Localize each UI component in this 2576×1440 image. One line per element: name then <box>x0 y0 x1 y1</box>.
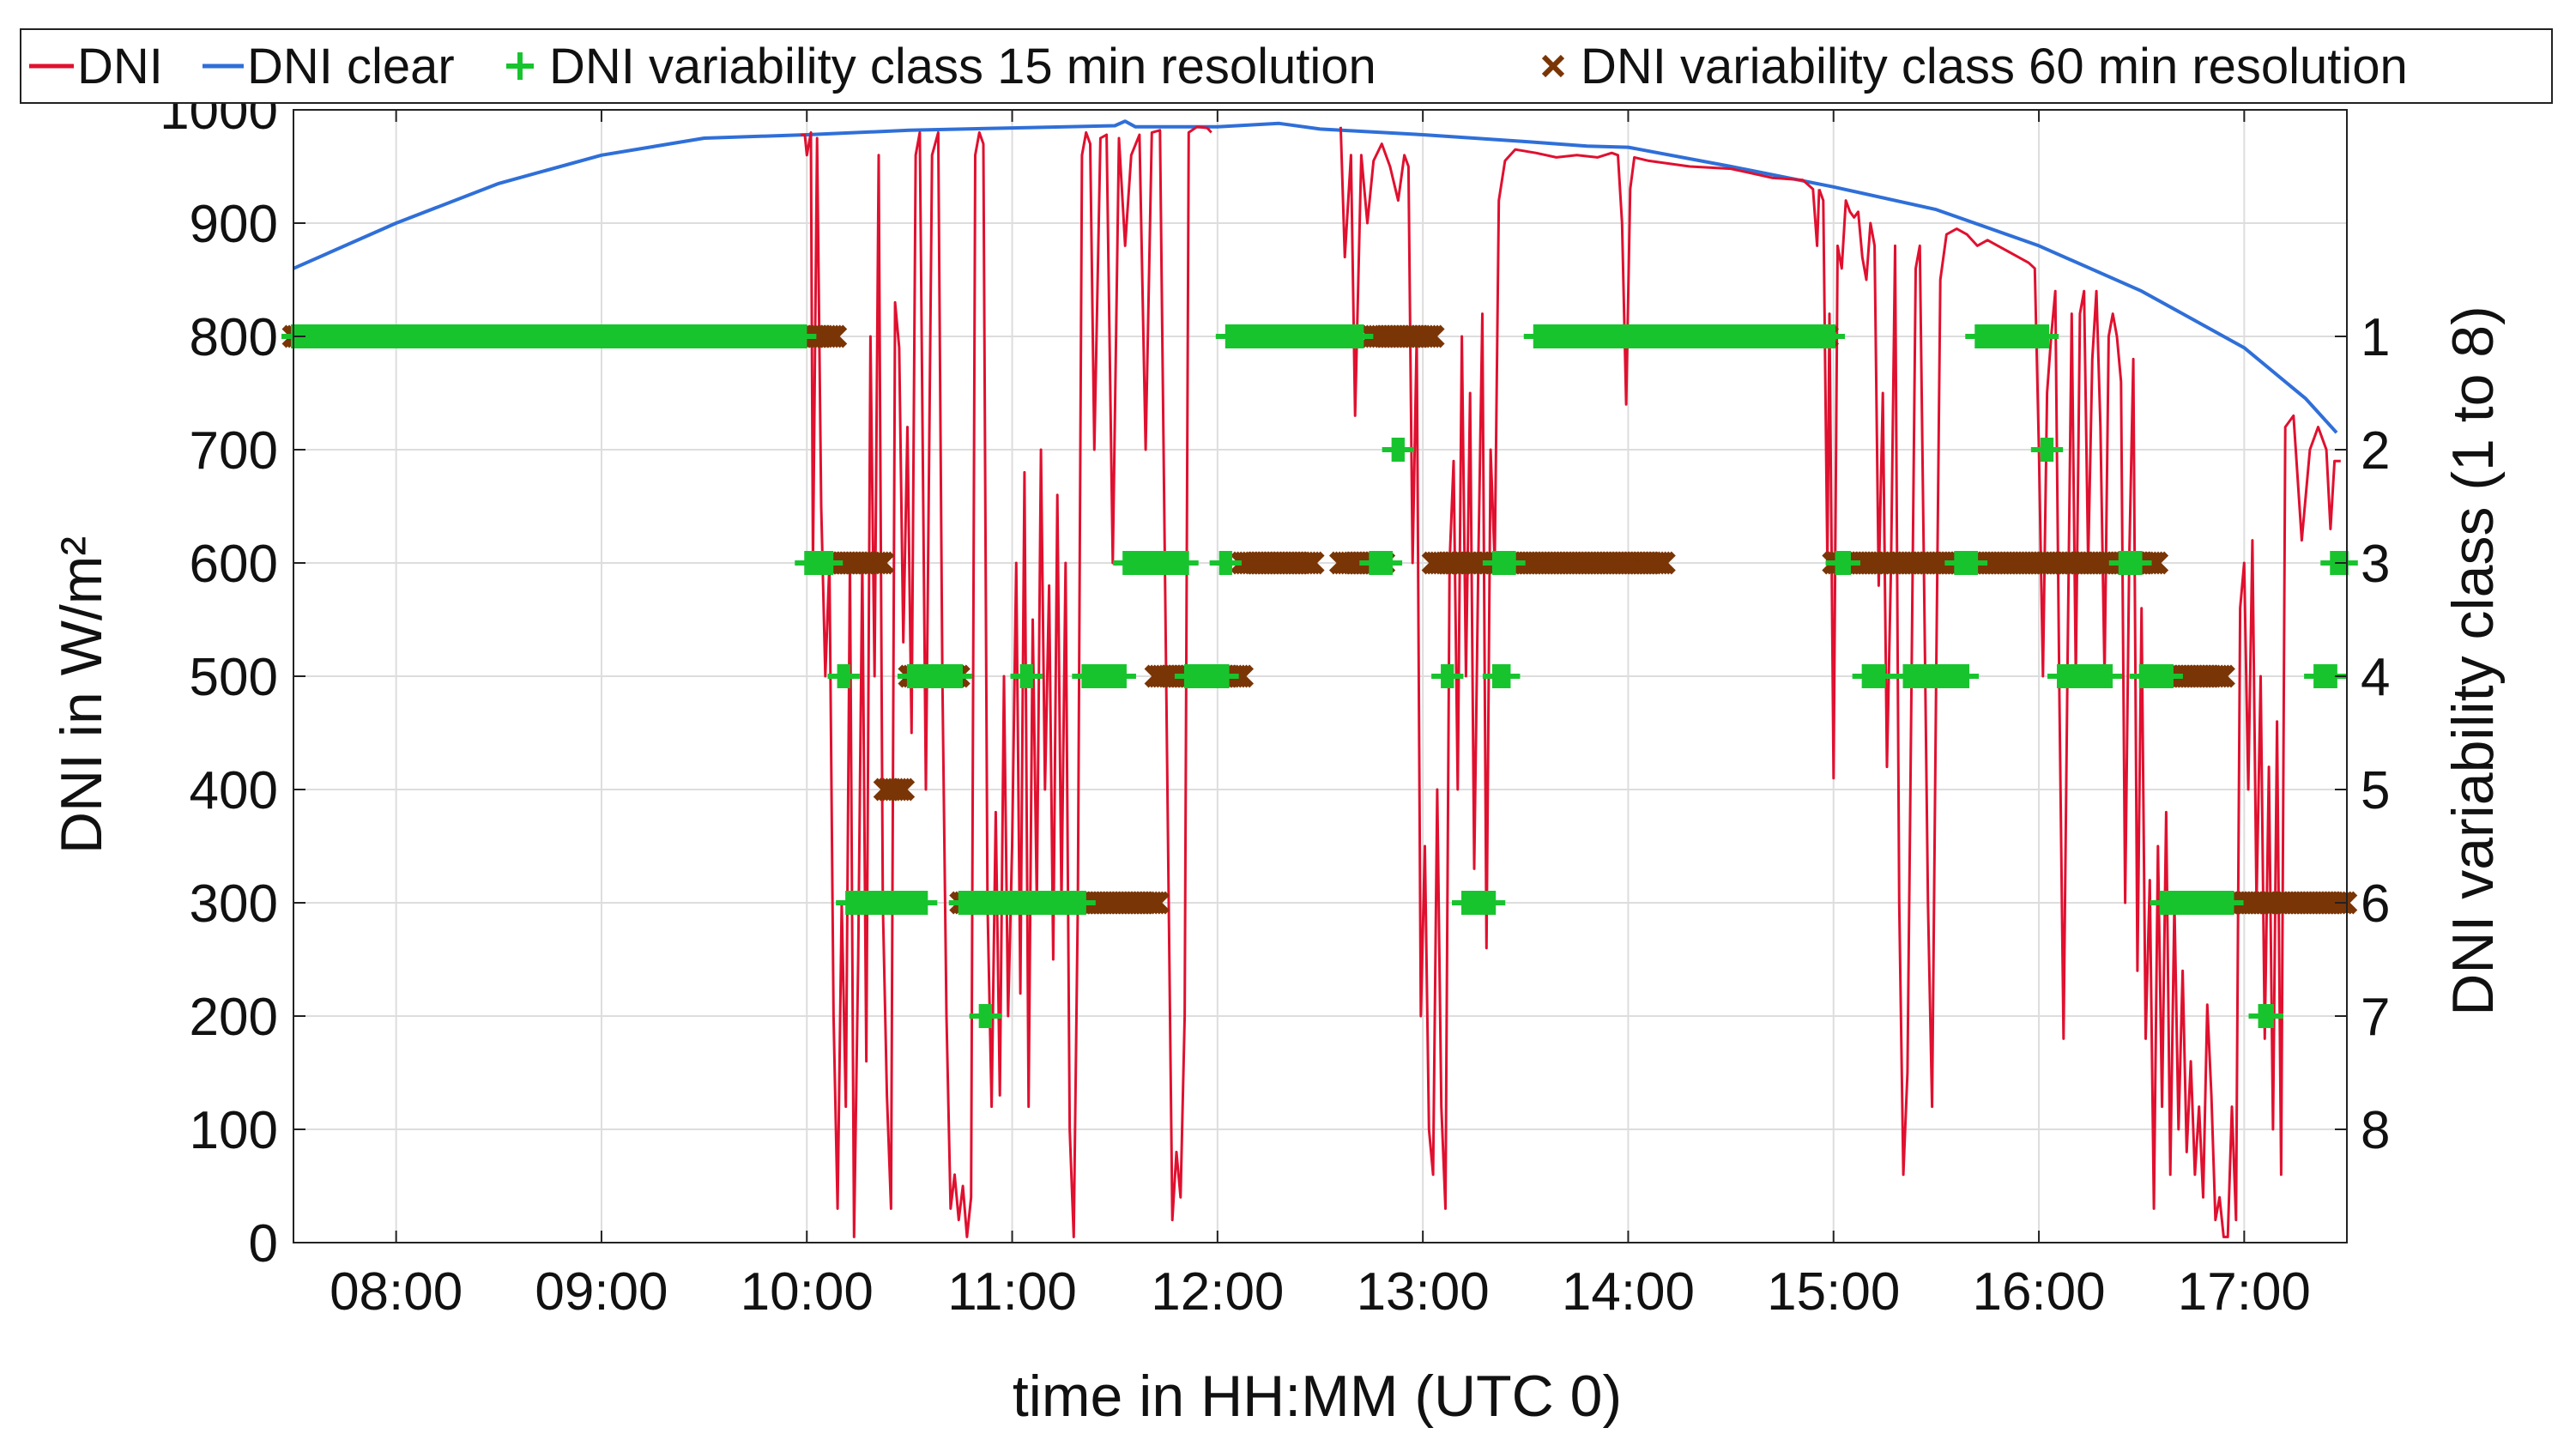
x-tick-label: 17:00 <box>2178 1262 2311 1322</box>
y-tick-label: 200 <box>190 988 278 1047</box>
x-tick-label: 09:00 <box>535 1262 668 1322</box>
class-60min-stroke <box>1301 551 1325 575</box>
class-15min-marker <box>1349 324 1374 348</box>
class-60min-marker <box>2145 551 2169 575</box>
y-axis-title-left: DNI in W/m² <box>49 536 114 854</box>
y-tick-label: 400 <box>190 761 278 820</box>
legend-dni-label: DNI <box>77 39 163 94</box>
class-15min-marker <box>2158 664 2183 688</box>
dni-line <box>1817 188 2341 1238</box>
x-tick-label: 08:00 <box>330 1262 463 1322</box>
class-15min-marker <box>1214 664 1239 688</box>
class-15min-marker <box>819 551 844 575</box>
class-60min-stroke <box>2211 664 2235 688</box>
class-15min-marker <box>1871 664 1896 688</box>
class-15min-marker <box>835 664 860 688</box>
x-ticks: 08:00 09:00 10:00 11:00 12:00 13:00 14:00 15:00… <box>330 110 2311 1322</box>
legend-60min-label: DNI variability class 60 min resolution <box>1581 39 2408 94</box>
dni-clear-line <box>293 119 2338 434</box>
class-15min-marker <box>1481 891 1506 915</box>
y-axis-title-right: DNI variability class (1 to 8) <box>2440 306 2506 1016</box>
class-15min-marker <box>2039 438 2064 462</box>
class-15min-marker <box>1963 551 1988 575</box>
class-60min-stroke <box>2145 551 2169 575</box>
class-15min-marker <box>2259 1004 2283 1028</box>
x-tick-label: 12:00 <box>1151 1262 1284 1322</box>
class-15min-marker <box>2098 664 2123 688</box>
y-ticks-right: 1 2 3 4 5 6 7 8 <box>2335 308 2390 1160</box>
x-tick-label: 16:00 <box>1972 1262 2105 1322</box>
x-tick-label: 11:00 <box>947 1262 1077 1322</box>
class-60min-stroke <box>1421 324 1445 348</box>
class-60min-stroke <box>824 324 848 348</box>
class-60min-marker <box>1301 551 1325 575</box>
class-15min-marker <box>1501 551 1526 575</box>
legend: DNI DNI clear DNI variability class 15 m… <box>20 28 2553 104</box>
class-60min-marker <box>1146 891 1170 915</box>
class-60min-marker <box>892 777 916 802</box>
legend-15min-marker <box>506 52 534 80</box>
class-15min-marker <box>1439 664 1464 688</box>
dni-clear-series <box>293 119 2338 434</box>
class-15min-marker <box>1174 551 1199 575</box>
class-15min-marker <box>948 664 973 688</box>
class-15min-marker <box>1835 551 1860 575</box>
right-tick-label: 4 <box>2361 648 2390 707</box>
right-tick-label: 2 <box>2361 421 2390 481</box>
y-tick-label: 800 <box>190 308 278 367</box>
right-tick-label: 3 <box>2361 535 2390 594</box>
class-60min-marker <box>2211 664 2235 688</box>
class-15min-marker <box>977 1004 1001 1028</box>
right-tick-label: 7 <box>2361 988 2390 1047</box>
right-tick-label: 6 <box>2361 874 2390 934</box>
legend-box <box>20 28 2553 104</box>
class-15min-marker <box>1389 438 1414 462</box>
y-tick-label: 0 <box>249 1214 278 1274</box>
class-60min-stroke <box>1231 664 1255 688</box>
class-60min-marker <box>871 551 895 575</box>
class-15min-marker <box>2035 324 2059 348</box>
class-60min-stroke <box>1146 891 1170 915</box>
right-tick-label: 8 <box>2361 1101 2390 1160</box>
class-60min-stroke <box>892 777 916 802</box>
legend-15min-label: DNI variability class 15 min resolution <box>549 39 1376 94</box>
x-tick-label: 13:00 <box>1357 1262 1490 1322</box>
class-15min-marker <box>913 891 938 915</box>
y-tick-label: 900 <box>190 195 278 254</box>
y-tick-label: 100 <box>190 1101 278 1160</box>
x-tick-label: 15:00 <box>1767 1262 1900 1322</box>
class-15min-marker <box>1378 551 1403 575</box>
right-tick-label: 5 <box>2361 761 2390 820</box>
class-60min-marker <box>1421 324 1445 348</box>
class-15min-marker <box>1111 664 1136 688</box>
class-15min-marker <box>1071 891 1096 915</box>
class-15min-marker <box>1821 324 1846 348</box>
y-tick-label: 600 <box>190 535 278 594</box>
class-60min-marker <box>1231 664 1255 688</box>
class-15min-marker <box>1217 551 1242 575</box>
class-15min-marker <box>2127 551 2152 575</box>
y-tick-label: 700 <box>190 421 278 481</box>
class-15min-marker <box>1018 664 1043 688</box>
class-15min-marker <box>2219 891 2244 915</box>
dni-line <box>1339 126 1821 1210</box>
class-15min-marker <box>792 324 817 348</box>
class-60min-marker <box>824 324 848 348</box>
class-60min-marker <box>1652 551 1676 575</box>
class-15min-marker <box>1496 664 1521 688</box>
x-tick-label: 10:00 <box>741 1262 874 1322</box>
right-tick-label: 1 <box>2361 308 2390 367</box>
x-tick-label: 14:00 <box>1562 1262 1695 1322</box>
y-tick-label: 500 <box>190 648 278 707</box>
legend-dni-clear-label: DNI clear <box>247 39 455 94</box>
class-60min-stroke <box>1652 551 1676 575</box>
class-60min-stroke <box>871 551 895 575</box>
class-15min-marker <box>1955 664 1980 688</box>
y-tick-label: 300 <box>190 874 278 934</box>
x-axis-title: time in HH:MM (UTC 0) <box>1013 1364 1622 1429</box>
legend-60min-marker <box>1541 54 1565 78</box>
